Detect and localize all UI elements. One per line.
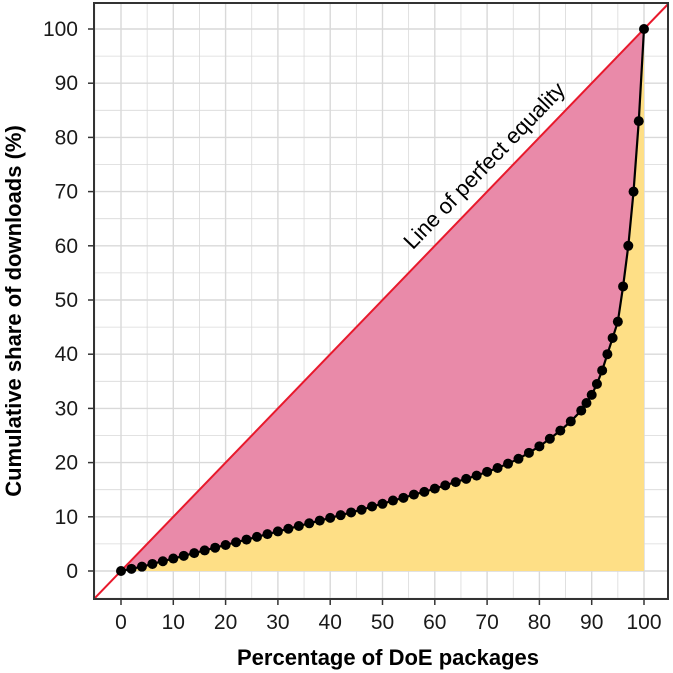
data-point [157, 556, 168, 567]
data-point [607, 332, 618, 343]
data-point [544, 433, 555, 444]
data-point [440, 480, 451, 491]
data-point [419, 486, 430, 497]
data-point [586, 389, 597, 400]
data-point [335, 510, 346, 521]
data-point [633, 116, 644, 127]
data-point [513, 453, 524, 464]
y-tick-label: 20 [55, 452, 78, 475]
data-point [147, 558, 158, 569]
data-point [429, 483, 440, 494]
data-point [591, 379, 602, 390]
data-point [210, 542, 221, 553]
data-point [565, 416, 576, 427]
data-point [178, 550, 189, 561]
y-tick-label: 10 [55, 506, 78, 529]
data-point [597, 365, 608, 376]
data-point [602, 349, 613, 360]
x-tick-label: 20 [214, 611, 237, 634]
data-point [581, 397, 592, 408]
y-tick-label: 90 [55, 72, 78, 95]
data-point [251, 531, 262, 542]
data-point [168, 553, 179, 564]
data-point [612, 316, 623, 327]
data-point [555, 425, 566, 436]
data-point [231, 537, 242, 548]
data-point [618, 281, 629, 292]
x-tick-label: 50 [371, 611, 394, 634]
y-tick-label: 30 [55, 397, 78, 420]
data-point [461, 473, 472, 484]
x-tick-label: 60 [423, 611, 446, 634]
data-point [126, 563, 137, 574]
data-point [356, 504, 367, 515]
data-point [314, 515, 325, 526]
data-point [136, 561, 147, 572]
data-point [304, 518, 315, 529]
data-point [199, 545, 210, 556]
y-tick-label: 40 [55, 343, 78, 366]
plot-panel-border [93, 2, 669, 600]
data-point [639, 24, 649, 34]
y-tick-label: 0 [66, 560, 78, 583]
x-tick-label: 40 [319, 611, 342, 634]
x-tick-label: 10 [162, 611, 185, 634]
data-point [398, 492, 409, 503]
data-point [523, 447, 534, 458]
data-point [241, 534, 252, 545]
x-tick-label: 90 [580, 611, 603, 634]
x-tick-label: 70 [475, 611, 498, 634]
y-tick-label: 70 [55, 181, 78, 204]
data-point [262, 529, 273, 540]
y-tick-label: 100 [43, 18, 78, 41]
data-point [534, 441, 545, 452]
y-axis-title: Cumulative share of downloads (%) [1, 125, 26, 497]
area-under-curve [121, 29, 644, 571]
data-point [503, 458, 514, 469]
data-point [450, 477, 461, 488]
data-point [377, 498, 388, 509]
data-point [367, 501, 378, 512]
x-tick-label: 0 [115, 611, 127, 634]
data-point [471, 470, 482, 481]
data-point [189, 548, 200, 559]
data-point [492, 463, 503, 474]
data-point [272, 526, 283, 537]
data-point [408, 489, 419, 500]
x-tick-label: 100 [626, 611, 661, 634]
data-point [576, 405, 587, 416]
data-point [482, 466, 493, 477]
x-axis-title: Percentage of DoE packages [237, 645, 539, 670]
y-tick-label: 80 [55, 126, 78, 149]
data-point [346, 507, 357, 518]
y-tick-label: 50 [55, 289, 78, 312]
data-point [623, 240, 634, 251]
data-point [116, 566, 126, 576]
curve-points [116, 24, 649, 576]
y-tick-label: 60 [55, 235, 78, 258]
data-point [220, 539, 231, 550]
data-point [293, 521, 304, 532]
equality-line [93, 3, 669, 600]
x-tick-label: 30 [266, 611, 289, 634]
data-point [628, 186, 639, 197]
data-point [283, 523, 294, 534]
data-point [325, 512, 336, 523]
x-tick-label: 80 [528, 611, 551, 634]
data-point [387, 495, 398, 506]
axis-ticks: 0 10 20 30 40 50 60 70 80 90 100 0 10 20 30 40 50 60 70 80 9… [43, 18, 662, 634]
